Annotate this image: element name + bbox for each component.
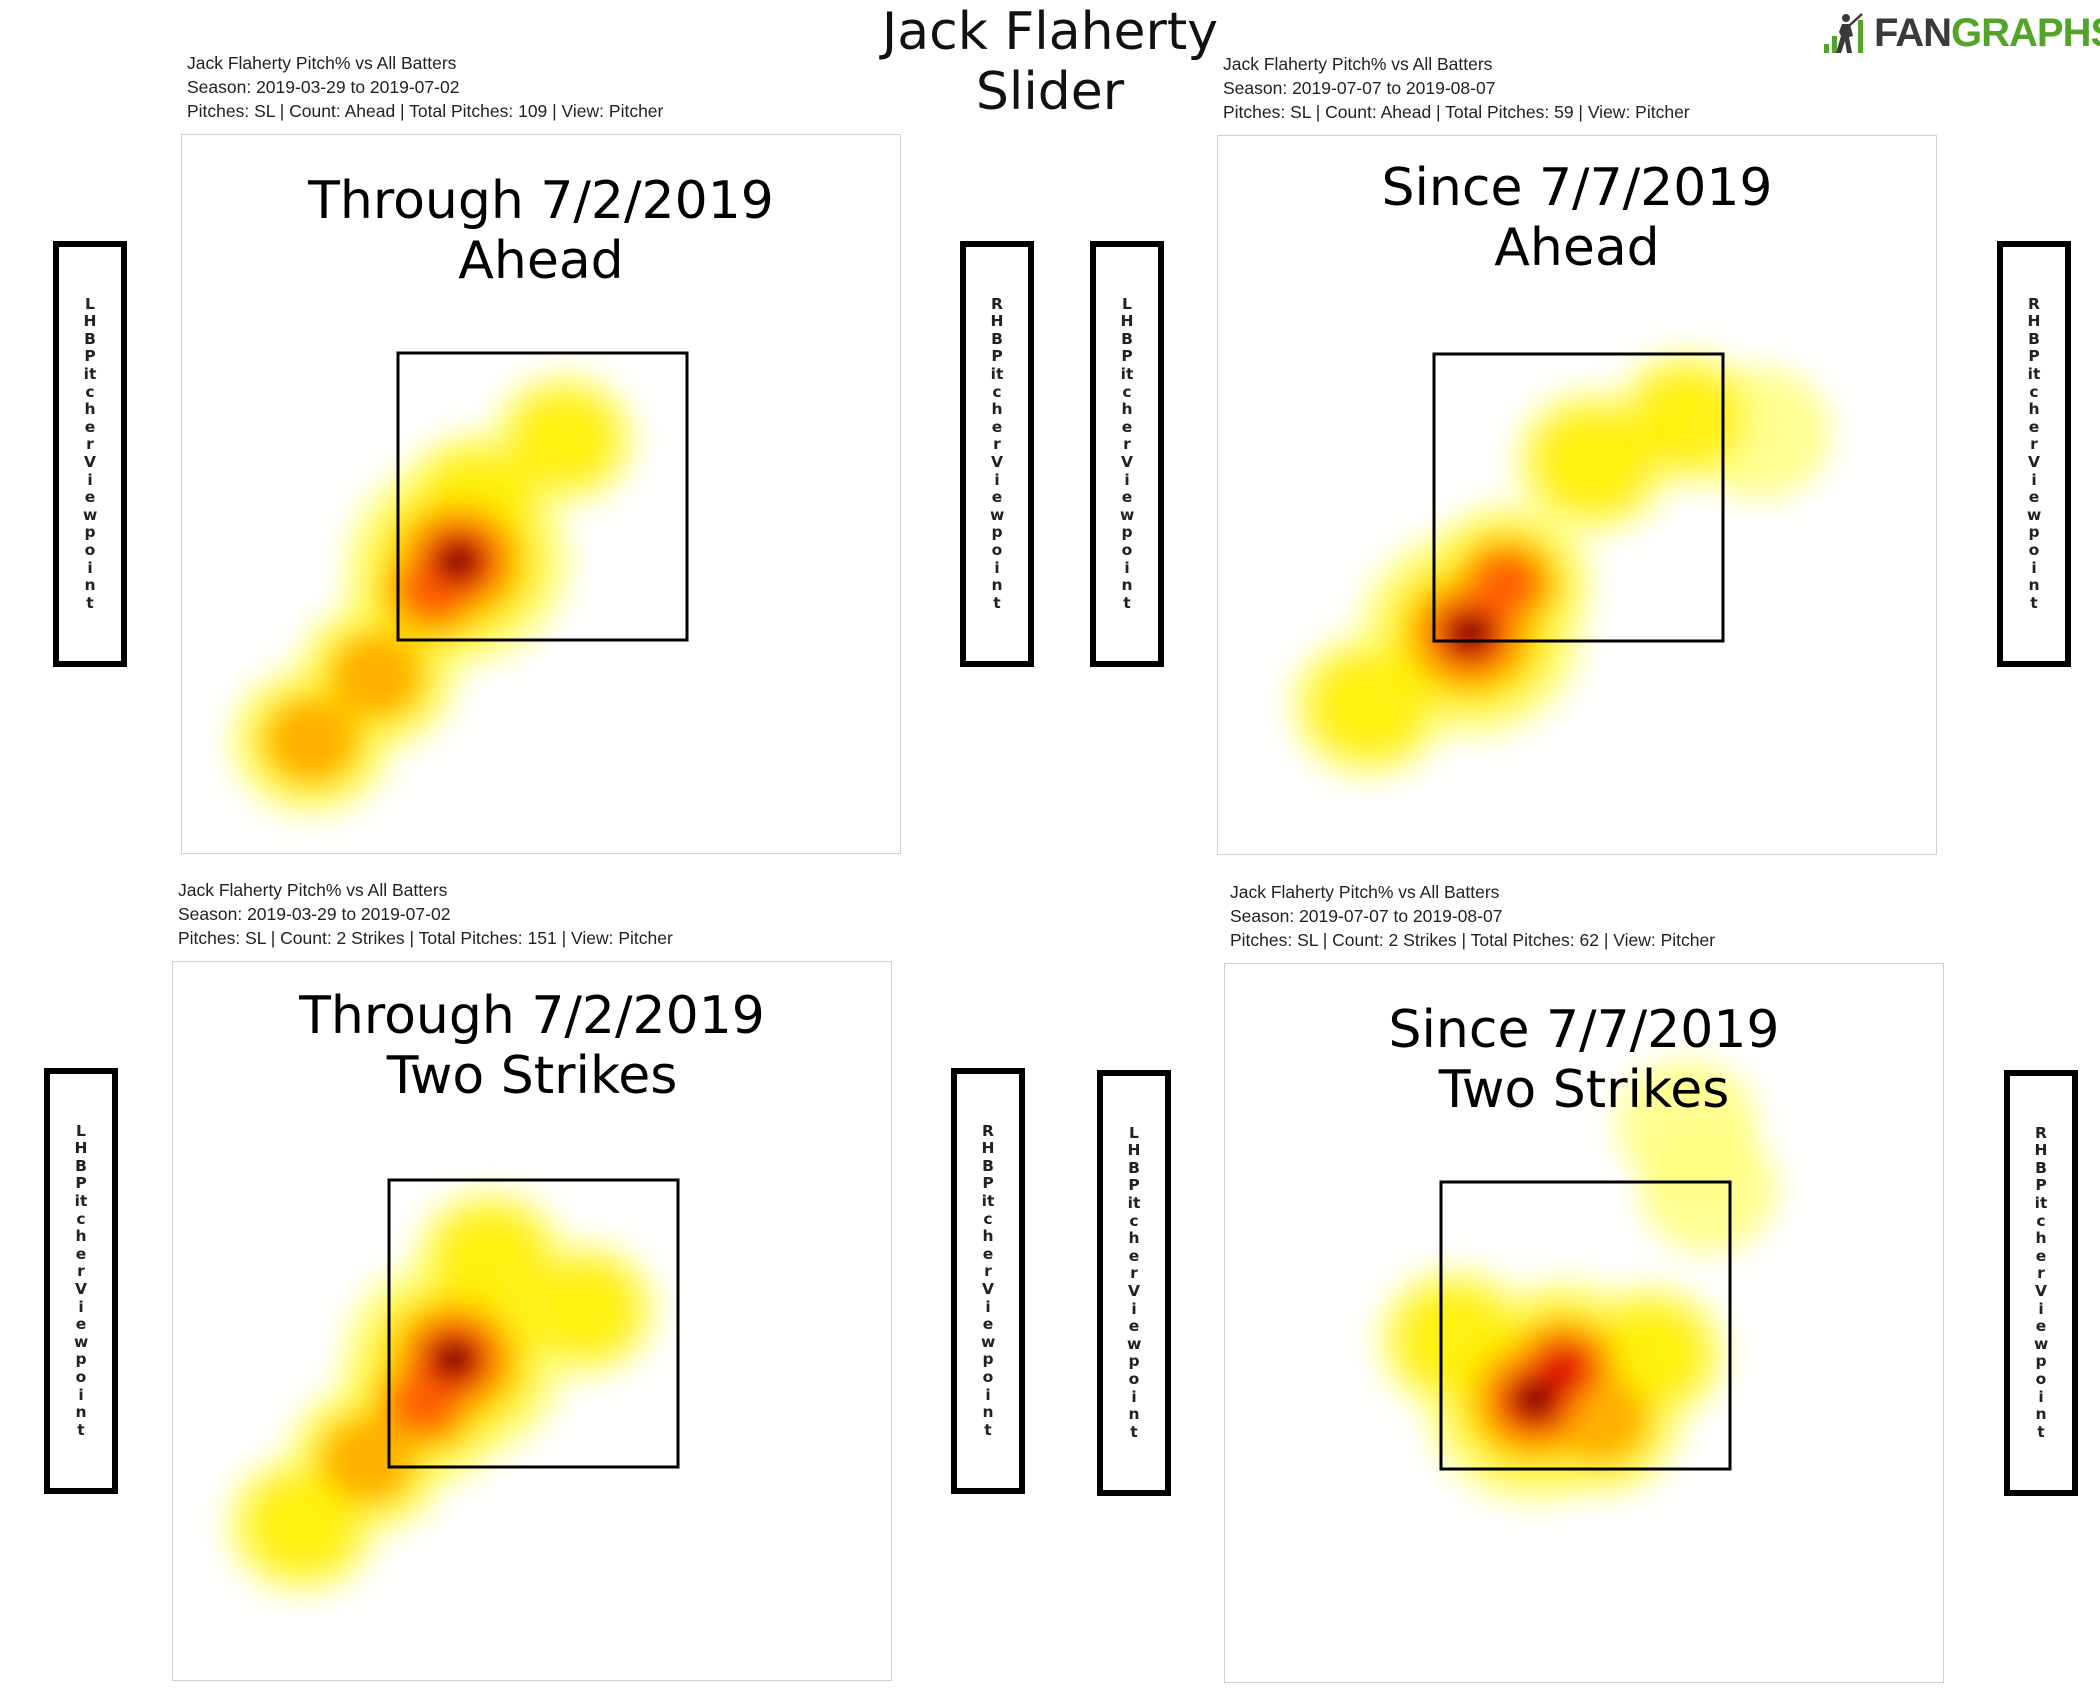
panel-4-header-line3: Pitches: SL | Count: 2 Strikes | Total P… bbox=[1230, 930, 1716, 950]
panel-3-header-line3: Pitches: SL | Count: 2 Strikes | Total P… bbox=[178, 928, 673, 948]
panel-4-title-line2: Two Strikes bbox=[1438, 1060, 1730, 1120]
strike-zone bbox=[387, 1178, 680, 1469]
panel-2-lhb-label-text: LHB Pitcher Viewpoint bbox=[1120, 294, 1135, 612]
panel-4-title-line1: Since 7/7/2019 bbox=[1388, 1000, 1780, 1060]
panel-3-heatmap: Through 7/2/2019 Two Strikes bbox=[172, 961, 892, 1681]
panel-1-header-line3: Pitches: SL | Count: Ahead | Total Pitch… bbox=[187, 101, 664, 121]
fangraphs-wordmark-graphs: GRAPHS bbox=[1951, 10, 2100, 55]
main-title: Jack Flaherty Slider bbox=[850, 2, 1250, 122]
panel-2-heatmap: Since 7/7/2019 Ahead bbox=[1217, 135, 1937, 855]
heatmap-hotspot-0 bbox=[443, 1349, 465, 1370]
panel-3-header-line1: Jack Flaherty Pitch% vs All Batters bbox=[178, 880, 448, 900]
fangraphs-wordmark: FANGRAPHS bbox=[1874, 11, 2100, 56]
panel-1-header-line1: Jack Flaherty Pitch% vs All Batters bbox=[187, 53, 457, 73]
panel-3-title-line1: Through 7/2/2019 bbox=[299, 986, 765, 1046]
strike-zone bbox=[1439, 1180, 1732, 1471]
panel-1-title-line2: Ahead bbox=[458, 231, 624, 291]
panel-3-title: Through 7/2/2019 Two Strikes bbox=[173, 986, 891, 1106]
panel-2-title-line2: Ahead bbox=[1494, 218, 1660, 278]
panel-4-header-line1: Jack Flaherty Pitch% vs All Batters bbox=[1230, 882, 1500, 902]
panel-1-title-line1: Through 7/2/2019 bbox=[308, 171, 774, 231]
heatmap-hotspot-4 bbox=[1307, 648, 1431, 763]
panel-2-header-line3: Pitches: SL | Count: Ahead | Total Pitch… bbox=[1223, 102, 1690, 122]
heatmap-svg bbox=[225, 1178, 680, 1595]
panel-3-header-line2: Season: 2019-03-29 to 2019-07-02 bbox=[178, 904, 451, 924]
main-title-pitcher: Jack Flaherty bbox=[881, 2, 1219, 62]
panel-4-header-line2: Season: 2019-07-07 to 2019-08-07 bbox=[1230, 906, 1503, 926]
panel-3-lhb-label: LHB Pitcher Viewpoint bbox=[44, 1068, 118, 1494]
panel-1-title: Through 7/2/2019 Ahead bbox=[182, 171, 900, 291]
panel-4-heatmap: Since 7/7/2019 Two Strikes bbox=[1224, 963, 1944, 1683]
fangraphs-batter-logo-icon bbox=[1824, 13, 1863, 53]
heatmap-hotspot-2 bbox=[330, 633, 423, 719]
panel-3-rhb-label: RHB Pitcher Viewpoint bbox=[951, 1068, 1025, 1494]
heatmap-hotspot-6 bbox=[1639, 1125, 1778, 1253]
heatmap-hotspot-1 bbox=[1472, 552, 1541, 615]
panel-2-header-line1: Jack Flaherty Pitch% vs All Batters bbox=[1223, 54, 1493, 74]
heatmap-hotspot-1 bbox=[390, 1370, 461, 1435]
panel-3-header: Jack Flaherty Pitch% vs All Batters Seas… bbox=[178, 878, 673, 950]
panel-4-title: Since 7/7/2019 Two Strikes bbox=[1225, 1000, 1943, 1120]
panel-2-title: Since 7/7/2019 Ahead bbox=[1218, 158, 1936, 278]
panel-2-header-line2: Season: 2019-07-07 to 2019-08-07 bbox=[1223, 78, 1496, 98]
panel-2-rhb-label-text: RHB Pitcher Viewpoint bbox=[2027, 294, 2042, 612]
panel-1-lhb-label-text: LHB Pitcher Viewpoint bbox=[83, 294, 98, 612]
panel-3-lhb-label-text: LHB Pitcher Viewpoint bbox=[74, 1121, 89, 1439]
heatmap-density bbox=[1289, 350, 1831, 779]
heatmap-hotspot-0 bbox=[1524, 1390, 1546, 1410]
heatmap-hotspot-0 bbox=[448, 551, 470, 571]
heatmap-svg bbox=[1289, 350, 1831, 779]
heatmap-density bbox=[1376, 1059, 1778, 1504]
panel-2-lhb-label: LHB Pitcher Viewpoint bbox=[1090, 241, 1164, 667]
fangraphs-wordmark-fan: FAN bbox=[1874, 10, 1952, 55]
heatmap-hotspot-3 bbox=[265, 698, 358, 783]
panel-1-lhb-label: LHB Pitcher Viewpoint bbox=[53, 241, 127, 667]
panel-2-title-line1: Since 7/7/2019 bbox=[1381, 158, 1773, 218]
panel-1-heatmap: Through 7/2/2019 Ahead bbox=[181, 134, 901, 854]
panel-3-title-line2: Two Strikes bbox=[386, 1046, 678, 1106]
main-title-pitch: Slider bbox=[975, 62, 1125, 122]
heatmap-density bbox=[225, 1188, 659, 1595]
panel-4-header: Jack Flaherty Pitch% vs All Batters Seas… bbox=[1230, 880, 1715, 952]
heatmap-svg bbox=[229, 351, 689, 816]
panel-4-lhb-label-text: LHB Pitcher Viewpoint bbox=[1127, 1123, 1142, 1441]
strike-zone bbox=[396, 351, 689, 642]
panel-1-header: Jack Flaherty Pitch% vs All Batters Seas… bbox=[187, 51, 663, 123]
heatmap-hotspot-2 bbox=[1531, 404, 1655, 519]
panel-1-header-line2: Season: 2019-03-29 to 2019-07-02 bbox=[187, 77, 460, 97]
panel-4-lhb-label: LHB Pitcher Viewpoint bbox=[1097, 1070, 1171, 1496]
heatmap-svg bbox=[1376, 1059, 1778, 1504]
heatmap-hotspot-2 bbox=[321, 1417, 414, 1503]
fangraphs-logo[interactable]: FANGRAPHS bbox=[1822, 8, 2100, 58]
heatmap-density bbox=[229, 372, 637, 816]
heatmap-hotspot-1 bbox=[1538, 1344, 1590, 1393]
panel-3-rhb-label-text: RHB Pitcher Viewpoint bbox=[981, 1121, 996, 1439]
heatmap-hotspot-5 bbox=[507, 386, 621, 492]
heatmap-hotspot-3 bbox=[242, 1469, 363, 1580]
heatmap-hotspot-0 bbox=[1459, 624, 1481, 644]
panel-4-rhb-label-text: RHB Pitcher Viewpoint bbox=[2034, 1123, 2049, 1441]
heatmap-hotspot-5 bbox=[526, 1255, 643, 1363]
strike-zone bbox=[1432, 352, 1725, 643]
heatmap-hotspot-4 bbox=[430, 1203, 551, 1315]
panel-2-header: Jack Flaherty Pitch% vs All Batters Seas… bbox=[1223, 52, 1690, 124]
panel-2-rhb-label: RHB Pitcher Viewpoint bbox=[1997, 241, 2071, 667]
panel-4-rhb-label: RHB Pitcher Viewpoint bbox=[2004, 1070, 2078, 1496]
panel-1-rhb-label-text: RHB Pitcher Viewpoint bbox=[990, 294, 1005, 612]
panel-1-rhb-label: RHB Pitcher Viewpoint bbox=[960, 241, 1034, 667]
heatmap-hotspot-3 bbox=[1628, 365, 1745, 472]
